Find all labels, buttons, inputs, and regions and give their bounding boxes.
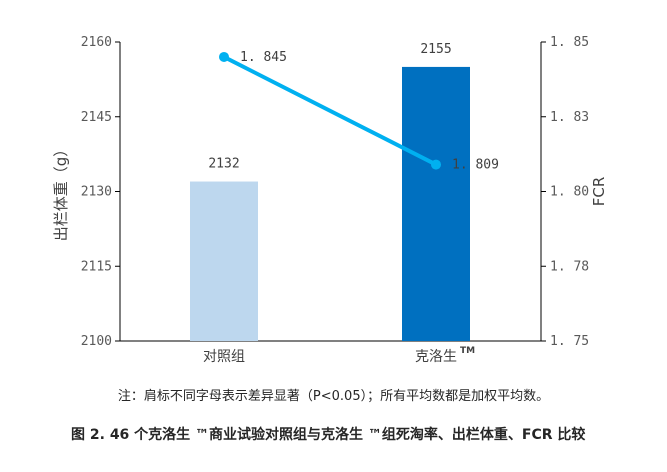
left-axis: 2100 2115 2130 2145 2160	[81, 35, 541, 349]
fcr-point	[431, 159, 441, 170]
left-tick-label: 2160	[81, 35, 112, 50]
right-tick-label: 1. 78	[550, 259, 589, 274]
bar-value-label: 2132	[208, 157, 239, 172]
caption-prefix: 图 2.	[71, 427, 105, 443]
fcr-value-label: 1. 845	[240, 50, 287, 65]
bar	[190, 181, 258, 341]
right-tick-label: 1. 85	[550, 35, 589, 50]
fcr-line-path	[222, 54, 438, 167]
bars	[190, 66, 470, 342]
left-tick-label: 2115	[81, 259, 112, 274]
chart: 2100 2115 2130 2145 2160 1. 75 1. 78 1. 80 1. 8…	[52, 35, 608, 365]
right-axis: 1. 75 1. 78 1. 80 1. 83 1. 85	[540, 35, 589, 349]
footnote: 注：肩标不同字母表示差异显著（P<0.05）；所有平均数都是加权平均数。	[117, 389, 550, 404]
right-tick-label: 1. 83	[550, 110, 589, 125]
left-axis-title: 出栏体重（g）	[52, 142, 70, 242]
category-label: 对照组	[203, 349, 245, 365]
fcr-line	[219, 51, 441, 170]
figure-caption: 图 2. 46 个克洛生 ™商业试验对照组与克洛生 ™组死淘率、出栏体重、FCR…	[71, 424, 585, 444]
left-tick-label: 2100	[81, 334, 112, 349]
caption-text: 46 个克洛生 ™商业试验对照组与克洛生 ™组死淘率、出栏体重、FCR 比较	[109, 427, 586, 443]
right-tick-label: 1. 75	[550, 334, 589, 349]
category-label: 克洛生	[415, 349, 457, 365]
bar-value-label: 2155	[420, 42, 451, 57]
fcr-value-label: 1. 809	[452, 158, 499, 173]
fcr-point	[219, 51, 229, 62]
left-tick-label: 2145	[81, 110, 112, 125]
right-axis-title: FCR	[590, 177, 608, 207]
bar	[402, 66, 470, 342]
category-superscript: TM	[460, 346, 475, 356]
left-tick-label: 2130	[81, 185, 112, 200]
right-tick-label: 1. 80	[550, 185, 589, 200]
labels: 2132 对照组 2155 克洛生 TM 1. 845 1. 809	[203, 42, 499, 365]
